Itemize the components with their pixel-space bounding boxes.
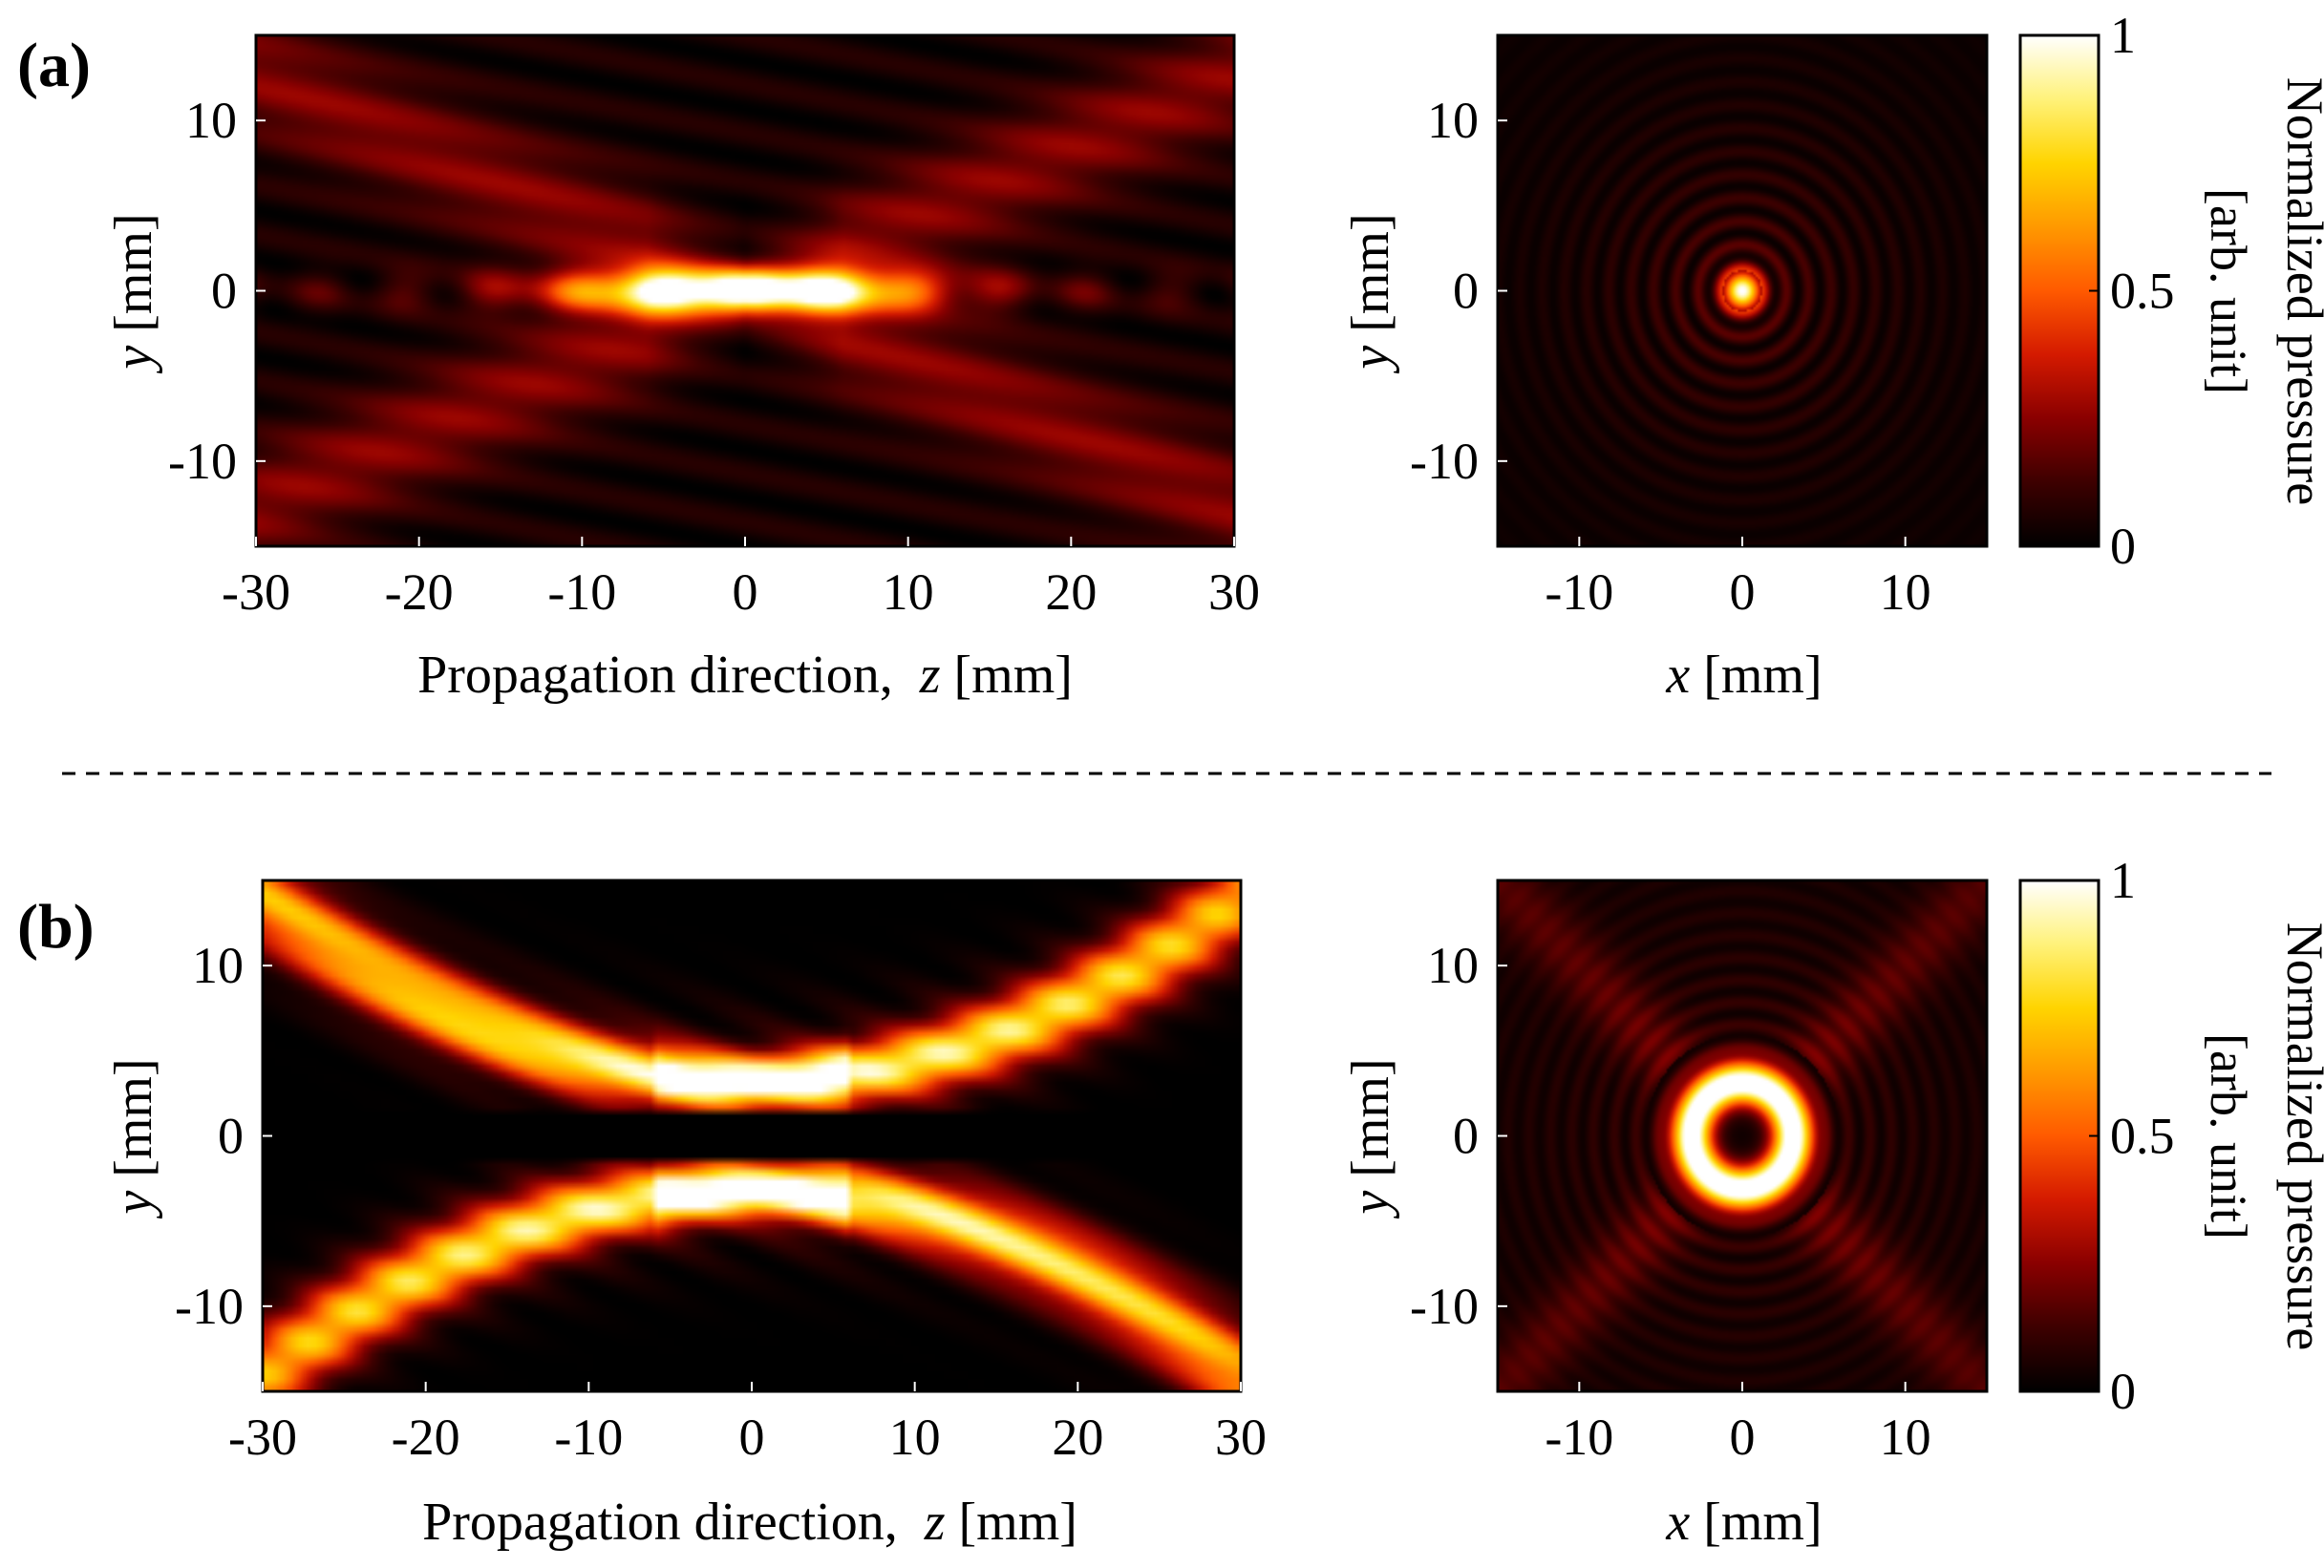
xtick-label: 20 bbox=[1045, 563, 1097, 621]
plot-b-transverse: -10 0 10 10 0 -10 x [mm] y [mm] bbox=[1341, 879, 1989, 1552]
ylabel-a-transverse-unit: [mm] bbox=[1341, 213, 1400, 345]
xlabel-b-longitudinal-prefix: Propagation direction, bbox=[422, 1493, 925, 1552]
ytick-label: -10 bbox=[175, 1278, 244, 1335]
ylabel-b-transverse-var: y bbox=[1341, 1191, 1400, 1219]
colorbar-b: 10.50 Normalized pressure [arb. unit] bbox=[2018, 852, 2324, 1420]
heatmap-b-transverse bbox=[1498, 880, 1987, 1391]
yticks-b-transverse: 10 0 -10 bbox=[1410, 937, 1507, 1335]
ytick-label: 0 bbox=[1453, 263, 1479, 320]
xtick-label: 30 bbox=[1208, 563, 1260, 621]
xlabel-a-longitudinal-prefix: Propagation direction, bbox=[417, 646, 920, 705]
xtick-label: -10 bbox=[1545, 1409, 1613, 1466]
xtick-label: -30 bbox=[228, 1409, 297, 1466]
xtick-label: 20 bbox=[1052, 1409, 1103, 1466]
xlabel-a-transverse-var: x bbox=[1665, 646, 1690, 705]
xtick-label: 0 bbox=[1730, 563, 1756, 621]
colorbar-b-gradient bbox=[2018, 879, 2100, 1393]
ylabel-b-longitudinal-var: y bbox=[104, 1191, 163, 1219]
xlabel-b-transverse: x [mm] bbox=[1665, 1493, 1822, 1552]
plot-b-longitudinal: -30 -20 -10 0 10 20 30 10 0 -10 Propagation dire… bbox=[104, 879, 1267, 1552]
heatmap-a-longitudinal bbox=[256, 35, 1234, 546]
xtick-label: -10 bbox=[554, 1409, 623, 1466]
xticks-a-transverse: -10 0 10 bbox=[1545, 537, 1931, 621]
colorbar-tick-label: 1 bbox=[2110, 7, 2136, 64]
xtick-label: 10 bbox=[889, 1409, 941, 1466]
plot-a-transverse: -10 0 10 10 0 -10 x [mm] y [mm] bbox=[1341, 33, 1989, 705]
xlabel-b-longitudinal: Propagation direction, z [mm] bbox=[422, 1493, 1077, 1552]
ytick-label: 10 bbox=[185, 92, 237, 149]
ylabel-a-transverse: y [mm] bbox=[1341, 213, 1400, 373]
ytick-label: 10 bbox=[192, 937, 244, 994]
xtick-label: -30 bbox=[222, 563, 290, 621]
xtick-label: -10 bbox=[547, 563, 616, 621]
ytick-label: 0 bbox=[211, 263, 237, 320]
colorbar-tick-label: 0.5 bbox=[2110, 263, 2175, 320]
xlabel-a-longitudinal-unit: [mm] bbox=[941, 646, 1073, 705]
xtick-label: 0 bbox=[1730, 1409, 1756, 1466]
colorbar-b-ticks: 10.50 bbox=[2089, 852, 2175, 1420]
heatmap-a-transverse bbox=[1498, 35, 1987, 546]
xlabel-b-longitudinal-unit: [mm] bbox=[946, 1493, 1077, 1552]
panel-label-b: (b) bbox=[17, 892, 95, 962]
heatmap-b-longitudinal bbox=[263, 880, 1241, 1391]
colorbar-a: 10.50 Normalized pressure [arb. unit] bbox=[2018, 7, 2324, 575]
ylabel-a-longitudinal-unit: [mm] bbox=[104, 213, 163, 345]
xtick-label: 10 bbox=[883, 563, 934, 621]
yticks-a-longitudinal: 10 0 -10 bbox=[168, 92, 266, 490]
xlabel-a-longitudinal: Propagation direction, z [mm] bbox=[417, 646, 1073, 705]
colorbar-a-label-line2: [arb. unit] bbox=[2200, 188, 2257, 394]
ytick-label: -10 bbox=[1410, 1278, 1479, 1335]
xlabel-a-transverse: x [mm] bbox=[1665, 646, 1822, 705]
ylabel-b-transverse: y [mm] bbox=[1341, 1058, 1400, 1218]
plot-a-longitudinal: -30 -20 -10 0 10 20 30 10 0 -10 Propagation dire… bbox=[104, 33, 1260, 705]
colorbar-tick-label: 0 bbox=[2110, 1363, 2136, 1420]
xlabel-b-longitudinal-var: z bbox=[924, 1493, 946, 1552]
colorbar-a-label-line1: Normalized pressure bbox=[2276, 77, 2324, 505]
xlabel-a-transverse-unit: [mm] bbox=[1690, 646, 1822, 705]
xticks-a-longitudinal: -30 -20 -10 0 10 20 30 bbox=[222, 537, 1260, 621]
ytick-label: -10 bbox=[1410, 433, 1479, 490]
colorbar-b-label-line2: [arb. unit] bbox=[2200, 1033, 2257, 1240]
xtick-label: 0 bbox=[733, 563, 758, 621]
xlabel-a-longitudinal-var: z bbox=[919, 646, 941, 705]
colorbar-tick-label: 0.5 bbox=[2110, 1108, 2175, 1165]
xlabel-b-transverse-var: x bbox=[1665, 1493, 1690, 1552]
ytick-label: 0 bbox=[1453, 1108, 1479, 1165]
panel-label-a: (a) bbox=[17, 31, 91, 100]
colorbar-tick-label: 1 bbox=[2110, 852, 2136, 909]
yticks-a-transverse: 10 0 -10 bbox=[1410, 92, 1507, 490]
colorbar-tick-label: 0 bbox=[2110, 518, 2136, 575]
colorbar-a-ticks: 10.50 bbox=[2089, 7, 2175, 575]
ytick-label: 0 bbox=[218, 1108, 244, 1165]
ytick-label: -10 bbox=[168, 433, 237, 490]
ylabel-a-longitudinal-var: y bbox=[104, 346, 163, 374]
xtick-label: 30 bbox=[1215, 1409, 1267, 1466]
ylabel-b-transverse-unit: [mm] bbox=[1341, 1058, 1400, 1190]
ylabel-b-longitudinal-unit: [mm] bbox=[104, 1058, 163, 1190]
ytick-label: 10 bbox=[1427, 92, 1479, 149]
ylabel-a-transverse-var: y bbox=[1341, 346, 1400, 374]
xticks-b-longitudinal: -30 -20 -10 0 10 20 30 bbox=[228, 1382, 1267, 1466]
xtick-label: 0 bbox=[739, 1409, 765, 1466]
colorbar-a-gradient bbox=[2018, 33, 2100, 548]
ylabel-b-longitudinal: y [mm] bbox=[104, 1058, 163, 1218]
xtick-label: -20 bbox=[392, 1409, 460, 1466]
xtick-label: 10 bbox=[1880, 1409, 1931, 1466]
xtick-label: -20 bbox=[385, 563, 454, 621]
colorbar-b-label-line1: Normalized pressure bbox=[2276, 922, 2324, 1350]
xticks-b-transverse: -10 0 10 bbox=[1545, 1382, 1931, 1466]
xlabel-b-transverse-unit: [mm] bbox=[1690, 1493, 1822, 1552]
xtick-label: 10 bbox=[1880, 563, 1931, 621]
xtick-label: -10 bbox=[1545, 563, 1613, 621]
yticks-b-longitudinal: 10 0 -10 bbox=[175, 937, 272, 1335]
ylabel-a-longitudinal: y [mm] bbox=[104, 213, 163, 373]
ytick-label: 10 bbox=[1427, 937, 1479, 994]
